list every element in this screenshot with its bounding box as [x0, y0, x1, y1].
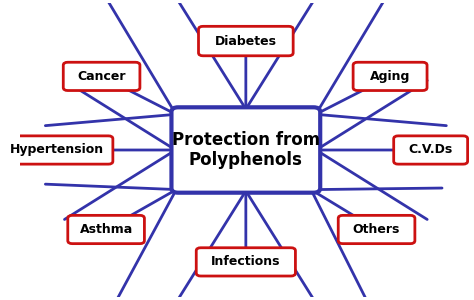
Text: Others: Others [353, 223, 400, 236]
FancyBboxPatch shape [63, 62, 140, 91]
Text: Diabetes: Diabetes [215, 34, 277, 48]
FancyArrowPatch shape [316, 2, 447, 126]
Text: Cancer: Cancer [77, 70, 126, 83]
Text: Asthma: Asthma [80, 223, 133, 236]
FancyArrowPatch shape [46, 2, 176, 126]
FancyBboxPatch shape [199, 26, 293, 56]
Text: C.V.Ds: C.V.Ds [409, 143, 453, 157]
FancyBboxPatch shape [68, 215, 145, 244]
FancyArrowPatch shape [176, 0, 315, 109]
FancyArrowPatch shape [64, 81, 175, 219]
FancyArrowPatch shape [311, 188, 442, 300]
FancyArrowPatch shape [46, 184, 176, 300]
Text: Hypertension: Hypertension [9, 143, 104, 157]
Text: Infections: Infections [211, 255, 281, 268]
Text: Protection from
Polyphenols: Protection from Polyphenols [172, 130, 320, 170]
FancyBboxPatch shape [338, 215, 415, 244]
FancyBboxPatch shape [394, 136, 468, 164]
FancyBboxPatch shape [196, 248, 295, 276]
FancyBboxPatch shape [353, 62, 427, 91]
Text: Aging: Aging [370, 70, 410, 83]
FancyBboxPatch shape [0, 136, 113, 164]
FancyArrowPatch shape [316, 81, 427, 219]
FancyArrowPatch shape [176, 191, 315, 300]
FancyBboxPatch shape [172, 107, 320, 193]
